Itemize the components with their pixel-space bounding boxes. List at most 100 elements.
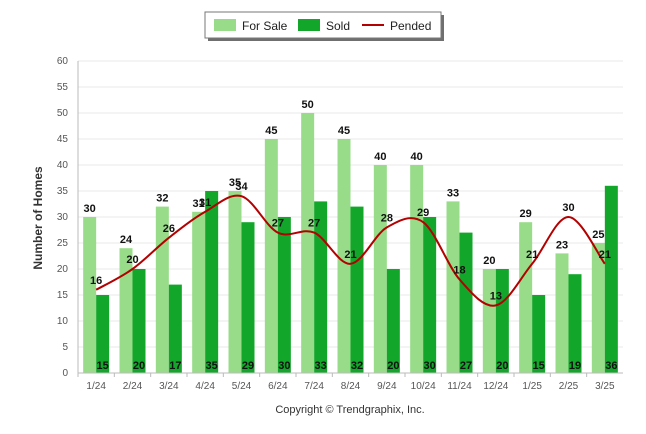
x-tick-label: 9/24 [377, 381, 397, 392]
bar-sold [350, 206, 364, 373]
label-for-sale: 32 [156, 193, 168, 205]
y-tick-label: 60 [57, 56, 69, 67]
label-sold: 33 [315, 360, 327, 372]
label-sold: 17 [169, 360, 181, 372]
bar-for-sale [446, 201, 460, 373]
y-tick-label: 55 [57, 82, 69, 93]
bar-for-sale [519, 222, 533, 373]
label-for-sale: 33 [447, 187, 459, 199]
bar-sold [604, 185, 618, 373]
y-axis-label: Number of Homes [31, 166, 45, 270]
label-pended: 27 [272, 218, 284, 230]
label-for-sale: 23 [556, 239, 568, 251]
bar-for-sale [228, 191, 242, 373]
label-for-sale: 45 [265, 125, 277, 137]
label-for-sale: 40 [411, 151, 423, 163]
y-tick-label: 45 [57, 134, 69, 145]
label-pended: 21 [599, 249, 611, 261]
label-pended: 30 [562, 202, 574, 214]
legend-label-pended: Pended [390, 19, 431, 33]
bar-sold [241, 222, 255, 373]
label-sold: 20 [496, 360, 508, 372]
label-pended: 29 [417, 207, 429, 219]
x-tick-label: 3/25 [595, 381, 615, 392]
bar-for-sale [83, 217, 97, 373]
bar-for-sale [192, 211, 206, 373]
label-for-sale: 30 [84, 203, 96, 215]
label-pended: 13 [490, 290, 502, 302]
label-sold: 15 [97, 360, 109, 372]
label-for-sale: 20 [483, 255, 495, 267]
x-tick-label: 5/24 [232, 381, 252, 392]
label-pended: 16 [90, 275, 102, 287]
legend-label-sold: Sold [326, 19, 350, 33]
legend-swatch-for-sale [214, 19, 236, 31]
label-pended: 34 [235, 181, 248, 193]
y-tick-label: 15 [57, 290, 69, 301]
x-tick-label: 11/24 [447, 381, 472, 392]
label-sold: 30 [278, 360, 290, 372]
bar-sold [568, 274, 582, 373]
x-tick-label: 8/24 [341, 381, 361, 392]
y-tick-label: 25 [57, 238, 69, 249]
bar-sold [168, 284, 182, 373]
bar-for-sale [482, 269, 496, 373]
bar-sold [459, 232, 473, 373]
bar-for-sale [410, 165, 424, 373]
bar-sold [532, 295, 546, 373]
label-pended: 27 [308, 218, 320, 230]
y-tick-label: 35 [57, 186, 69, 197]
legend-swatch-sold [298, 19, 320, 31]
line-pended [95, 194, 606, 307]
label-sold: 27 [460, 360, 472, 372]
x-tick-label: 3/24 [159, 381, 179, 392]
y-tick-label: 30 [57, 212, 69, 223]
label-pended: 28 [381, 212, 393, 224]
bar-sold [423, 217, 437, 373]
bar-sold [96, 295, 110, 373]
x-tick-label: 4/24 [195, 381, 215, 392]
x-tick-label: 12/24 [483, 381, 508, 392]
copyright-text: Copyright © Trendgraphix, Inc. [275, 404, 424, 416]
label-for-sale: 45 [338, 125, 350, 137]
x-tick-label: 1/25 [522, 381, 542, 392]
bar-for-sale [301, 113, 315, 373]
bar-sold [132, 269, 146, 373]
label-sold: 19 [569, 360, 581, 372]
label-pended: 21 [526, 249, 538, 261]
bar-for-sale [555, 253, 569, 373]
y-tick-label: 40 [57, 160, 69, 171]
bar-for-sale [155, 206, 169, 373]
label-for-sale: 29 [520, 208, 532, 220]
x-tick-label: 7/24 [304, 381, 324, 392]
legend-label-for-sale: For Sale [242, 19, 288, 33]
label-for-sale: 40 [374, 151, 386, 163]
label-pended: 26 [163, 223, 175, 235]
label-for-sale: 24 [120, 234, 133, 246]
label-pended: 31 [199, 197, 211, 209]
label-pended: 20 [126, 254, 138, 266]
bar-for-sale [119, 248, 133, 373]
label-sold: 35 [206, 360, 218, 372]
legend: For Sale Sold Pended [204, 11, 444, 41]
y-tick-label: 5 [62, 342, 68, 353]
bar-for-sale [337, 139, 351, 373]
label-sold: 15 [533, 360, 545, 372]
bar-for-sale [373, 165, 387, 373]
y-tick-label: 20 [57, 264, 69, 275]
x-tick-label: 2/25 [559, 381, 579, 392]
label-sold: 32 [351, 360, 363, 372]
label-for-sale: 50 [302, 99, 314, 111]
x-tick-label: 10/24 [411, 381, 436, 392]
label-for-sale: 31 [193, 198, 205, 210]
label-pended: 21 [344, 249, 356, 261]
label-sold: 20 [133, 360, 145, 372]
label-sold: 30 [424, 360, 436, 372]
x-tick-label: 2/24 [123, 381, 143, 392]
y-tick-label: 0 [62, 368, 68, 379]
label-sold: 29 [242, 360, 254, 372]
x-tick-label: 6/24 [268, 381, 288, 392]
x-tick-label: 1/24 [86, 381, 106, 392]
label-sold: 36 [605, 360, 617, 372]
